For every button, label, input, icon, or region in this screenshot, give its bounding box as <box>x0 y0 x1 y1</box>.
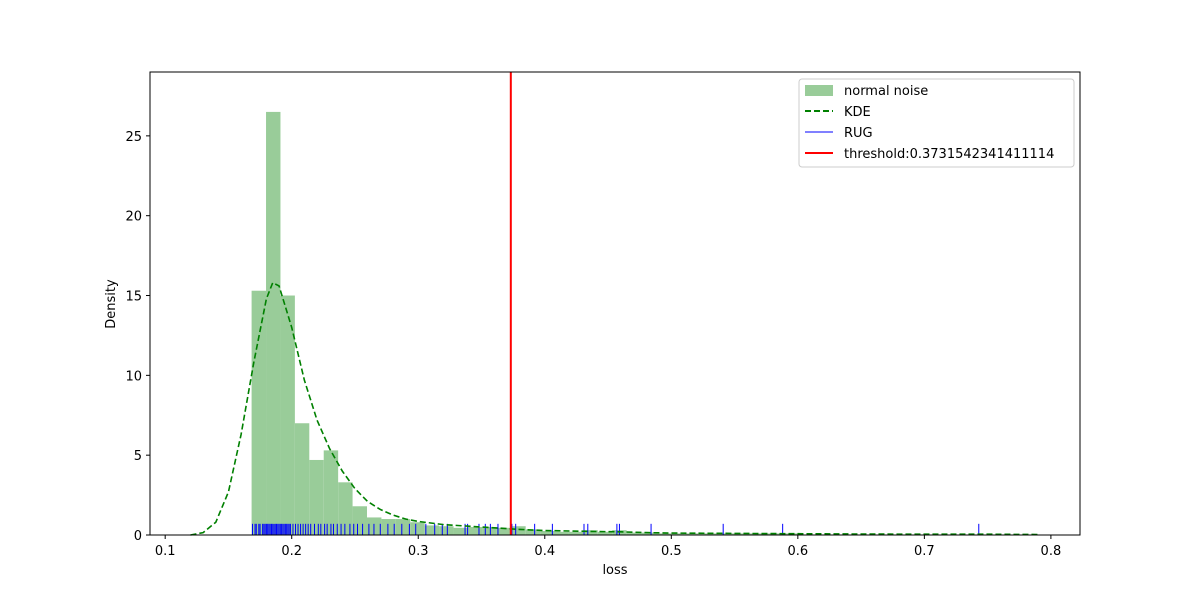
x-axis-label: loss <box>602 563 627 578</box>
histogram-bar-33 <box>727 533 743 535</box>
histogram-bar-23 <box>583 530 598 535</box>
histogram-bar-14 <box>453 527 468 535</box>
rug-ticks <box>251 523 980 535</box>
x-tick-label-0: 0.1 <box>155 544 176 559</box>
kde-curve <box>190 281 1039 536</box>
histogram-bar-17 <box>496 527 512 535</box>
legend-label-kde: KDE <box>844 105 871 120</box>
x-axis-ticks: 0.1 0.2 0.3 0.4 0.5 0.6 0.7 0.8 <box>155 535 1061 559</box>
histogram-bar-28 <box>655 533 670 535</box>
y-tick-label-3: 15 <box>125 290 142 305</box>
x-tick-label-2: 0.3 <box>408 544 429 559</box>
x-tick-label-3: 0.4 <box>534 544 555 559</box>
histogram-bar-21 <box>554 531 569 535</box>
histogram-bar-26 <box>626 532 642 535</box>
x-tick-label-7: 0.8 <box>1041 544 1062 559</box>
histogram-bar-29 <box>669 533 685 535</box>
histogram-bar-12 <box>424 525 440 535</box>
legend-label-normal-noise: normal noise <box>844 84 928 99</box>
histogram-bar-5 <box>323 450 339 535</box>
histogram-bar-11 <box>410 522 425 535</box>
y-tick-label-0: 0 <box>134 529 142 544</box>
histogram-bar-30 <box>684 533 699 535</box>
y-axis-ticks: 0 5 10 15 20 25 <box>125 130 150 544</box>
histogram-bar-20 <box>540 531 555 535</box>
histogram-bar-1 <box>266 111 281 536</box>
histogram-bar-18 <box>511 526 526 535</box>
histogram-bar-3 <box>294 423 310 535</box>
histogram-bar-31 <box>698 533 714 535</box>
histogram-bar-36 <box>770 533 786 535</box>
histogram-bar-9 <box>381 519 396 535</box>
x-tick-label-4: 0.5 <box>661 544 682 559</box>
y-tick-label-4: 20 <box>125 210 142 225</box>
legend-label-rug: RUG <box>844 126 873 141</box>
legend-label-threshold: threshold:0.3731542341411114 <box>844 147 1054 162</box>
legend-box <box>798 78 1075 168</box>
histogram-bar-22 <box>568 531 584 535</box>
histogram-bar-7 <box>352 506 367 535</box>
x-tick-label-6: 0.7 <box>914 544 935 559</box>
histogram-bar-10 <box>395 519 411 535</box>
histogram-bar-13 <box>439 526 454 535</box>
histogram-bar-32 <box>713 533 728 535</box>
histogram-bar-24 <box>597 531 613 535</box>
histogram-bar-16 <box>482 527 497 535</box>
kde-curve-layer <box>190 281 1039 536</box>
histogram-bar-6 <box>338 482 353 535</box>
x-tick-label-5: 0.6 <box>787 544 808 559</box>
legend: normal noise KDE RUG threshold:0.3731542… <box>798 78 1075 168</box>
histogram-bar-19 <box>525 529 541 535</box>
plot-area-frame <box>149 71 1081 536</box>
legend-swatch-normal-noise <box>805 85 833 96</box>
y-axis-label: Density <box>104 279 119 329</box>
histogram-bar-4 <box>309 459 324 535</box>
histogram-bar-15 <box>467 527 483 535</box>
x-tick-label-1: 0.2 <box>281 544 302 559</box>
histogram-bars <box>251 111 800 536</box>
y-tick-label-2: 10 <box>125 369 142 384</box>
histogram-bar-0 <box>251 290 267 535</box>
histogram-bar-2 <box>280 295 295 535</box>
y-tick-label-1: 5 <box>134 449 142 464</box>
histogram-bar-27 <box>641 532 656 535</box>
y-tick-label-5: 25 <box>125 130 142 145</box>
